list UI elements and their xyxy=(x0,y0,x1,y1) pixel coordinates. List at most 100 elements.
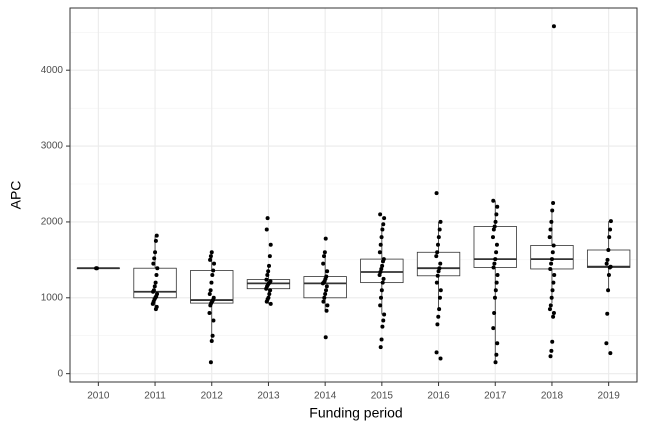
point xyxy=(379,345,383,349)
point xyxy=(491,326,495,330)
point xyxy=(491,199,495,203)
point xyxy=(495,281,499,285)
point xyxy=(549,303,553,307)
point xyxy=(155,292,159,296)
point xyxy=(378,303,382,307)
point xyxy=(155,305,159,309)
y-tick-label: 1000 xyxy=(41,292,64,303)
point xyxy=(552,273,556,277)
point xyxy=(269,302,273,306)
point xyxy=(551,281,555,285)
point xyxy=(492,262,496,266)
point xyxy=(494,353,498,357)
point xyxy=(209,254,213,258)
point xyxy=(608,228,612,232)
point xyxy=(491,235,495,239)
point xyxy=(439,356,443,360)
y-tick-label: 2000 xyxy=(41,217,64,228)
point xyxy=(436,243,440,247)
point xyxy=(382,277,386,281)
point xyxy=(380,288,384,292)
point xyxy=(378,212,382,216)
point xyxy=(380,228,384,232)
point xyxy=(321,300,325,304)
point xyxy=(438,296,442,300)
point xyxy=(381,281,385,285)
x-tick-label: 2017 xyxy=(484,391,507,402)
point xyxy=(378,250,382,254)
point xyxy=(209,281,213,285)
point xyxy=(379,296,383,300)
point xyxy=(324,335,328,339)
x-tick-label: 2011 xyxy=(144,391,166,402)
point xyxy=(380,338,384,342)
point xyxy=(323,292,327,296)
point xyxy=(269,243,273,247)
point xyxy=(266,216,270,220)
point xyxy=(494,220,498,224)
x-tick-label: 2010 xyxy=(87,391,110,402)
point xyxy=(212,296,216,300)
point xyxy=(548,307,552,311)
point xyxy=(153,284,157,288)
point xyxy=(549,220,553,224)
point xyxy=(266,296,270,300)
point xyxy=(154,239,158,243)
point xyxy=(604,341,608,345)
point xyxy=(434,254,438,258)
point xyxy=(496,273,500,277)
point xyxy=(210,250,214,254)
point xyxy=(605,312,609,316)
point xyxy=(324,288,328,292)
point xyxy=(550,340,554,344)
point xyxy=(438,228,442,232)
point xyxy=(493,257,497,261)
point xyxy=(266,269,270,273)
point xyxy=(382,257,386,261)
point xyxy=(549,228,553,232)
point xyxy=(494,212,498,216)
point xyxy=(552,24,556,28)
point xyxy=(95,266,99,270)
point xyxy=(438,262,442,266)
point xyxy=(323,250,327,254)
point xyxy=(548,235,552,239)
point xyxy=(153,250,157,254)
point xyxy=(550,257,554,261)
point xyxy=(439,288,443,292)
point xyxy=(209,288,213,292)
point xyxy=(435,322,439,326)
point xyxy=(382,216,386,220)
point xyxy=(606,258,610,262)
point xyxy=(495,341,499,345)
point xyxy=(380,264,384,268)
point xyxy=(382,312,386,316)
point xyxy=(607,235,611,239)
y-tick-label: 0 xyxy=(57,368,63,379)
point xyxy=(548,267,552,271)
point xyxy=(552,243,556,247)
point xyxy=(154,273,158,277)
point xyxy=(495,205,499,209)
point xyxy=(551,201,555,205)
x-tick-label: 2019 xyxy=(598,391,621,402)
point xyxy=(550,209,554,213)
point xyxy=(208,258,212,262)
point xyxy=(551,250,555,254)
point xyxy=(494,288,498,292)
point xyxy=(267,292,271,296)
x-tick-label: 2014 xyxy=(314,391,337,402)
point xyxy=(264,278,268,282)
point xyxy=(152,288,156,292)
point xyxy=(321,262,325,266)
point xyxy=(437,307,441,311)
point xyxy=(209,360,213,364)
point xyxy=(435,191,439,195)
point xyxy=(380,235,384,239)
point xyxy=(492,311,496,315)
point xyxy=(549,349,553,353)
point xyxy=(265,273,269,277)
point xyxy=(154,281,158,285)
point xyxy=(549,262,553,266)
point xyxy=(550,296,554,300)
